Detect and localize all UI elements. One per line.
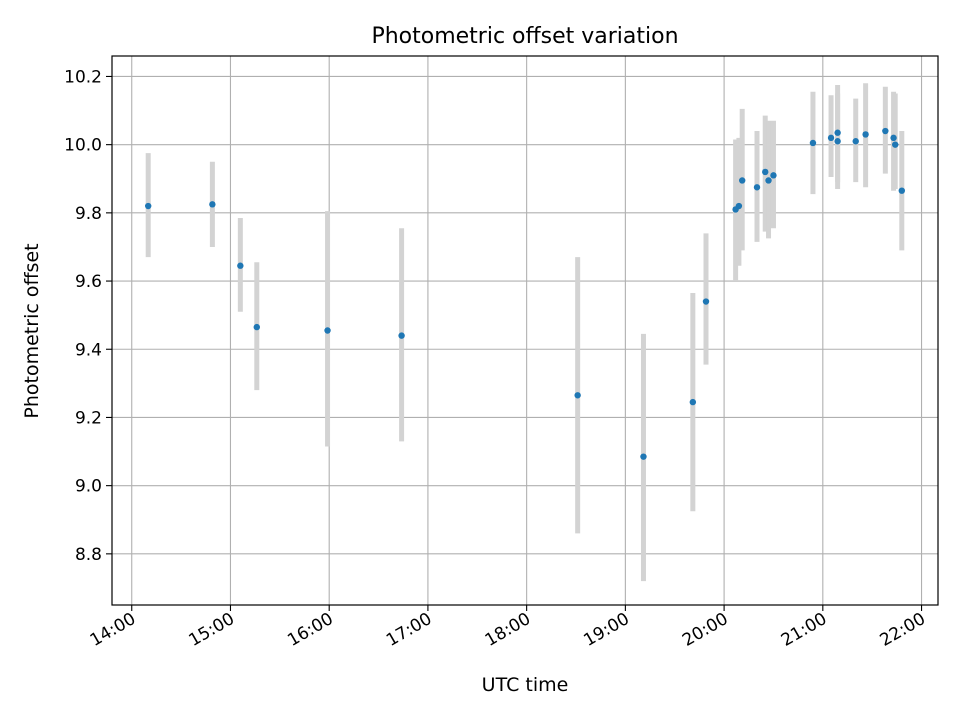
data-point xyxy=(770,172,777,179)
data-point xyxy=(753,184,761,191)
data-point xyxy=(702,298,710,305)
chart-title: Photometric offset variation xyxy=(371,24,678,49)
data-point xyxy=(809,139,817,147)
y-tick-label: 9.8 xyxy=(75,204,102,224)
data-point xyxy=(862,131,869,138)
data-point xyxy=(209,201,216,208)
data-point xyxy=(735,202,743,210)
y-tick-label: 9.4 xyxy=(75,340,102,360)
data-point xyxy=(765,177,772,184)
data-point xyxy=(738,177,746,184)
plot-frame xyxy=(111,55,939,606)
data-point xyxy=(834,129,841,136)
data-point xyxy=(892,141,899,148)
data-point xyxy=(882,127,889,135)
y-tick-label: 9.0 xyxy=(75,477,102,497)
y-tick-label: 10.2 xyxy=(64,67,102,87)
y-axis-label: Photometric offset xyxy=(21,243,43,418)
data-point xyxy=(890,134,897,142)
y-tick-label: 10.0 xyxy=(64,136,102,156)
data-point xyxy=(640,453,647,460)
y-tick-label: 9.2 xyxy=(75,408,102,428)
data-point xyxy=(574,392,581,399)
y-tick-label: 9.6 xyxy=(75,272,102,292)
y-tick-label: 8.8 xyxy=(75,545,102,565)
data-point xyxy=(398,332,405,339)
data-point xyxy=(253,323,260,331)
data-point xyxy=(324,327,331,334)
data-point xyxy=(827,134,835,142)
data-point xyxy=(762,168,769,176)
grid xyxy=(112,56,938,605)
data-point xyxy=(834,138,841,145)
data-point xyxy=(898,187,906,194)
data-points xyxy=(144,127,906,460)
data-point xyxy=(852,138,859,145)
data-point xyxy=(144,202,152,210)
data-point xyxy=(689,398,697,406)
x-axis-label: UTC time xyxy=(482,674,569,696)
data-point xyxy=(237,262,244,269)
